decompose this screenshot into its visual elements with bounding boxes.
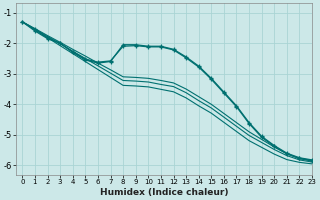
X-axis label: Humidex (Indice chaleur): Humidex (Indice chaleur) bbox=[100, 188, 228, 197]
